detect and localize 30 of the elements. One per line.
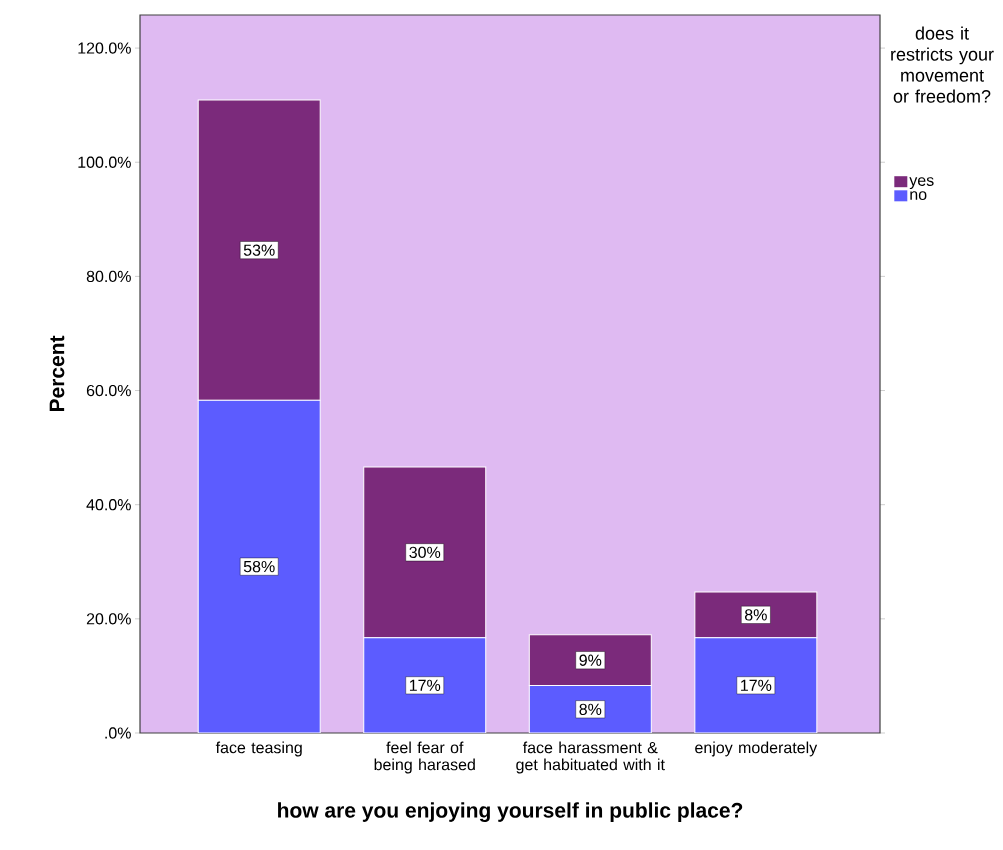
bar	[363, 466, 487, 639]
data-label: 8%	[744, 609, 767, 621]
bar	[363, 637, 487, 733]
data-label: 58%	[243, 560, 275, 573]
x-tick-label: face teasing	[215, 741, 302, 757]
x-tick-label: face harassment & get habituated with it	[516, 741, 665, 774]
bar	[529, 685, 652, 733]
data-label: 9%	[579, 654, 602, 666]
x-tick-label: feel fear of being harased	[374, 741, 475, 774]
bar	[694, 637, 818, 733]
data-label: 8%	[579, 703, 602, 715]
legend-label: yes	[909, 177, 934, 190]
y-axis-title: Percent	[49, 335, 65, 412]
data-label: 17%	[409, 679, 441, 691]
y-tick-label: .0%	[105, 727, 131, 739]
y-tick-label: 120.0%	[78, 42, 131, 54]
bar	[197, 399, 321, 733]
y-tick-label: 40.0%	[86, 499, 131, 511]
y-tick-label: 100.0%	[78, 156, 131, 168]
y-tick-label: 60.0%	[86, 384, 131, 397]
legend-label: no	[910, 191, 927, 201]
x-tick-label: enjoy moderately	[695, 741, 818, 757]
data-label: 53%	[243, 244, 275, 256]
data-label: 17%	[741, 679, 772, 691]
y-tick-label: 80.0%	[86, 270, 131, 283]
x-axis-title: how are you enjoying yourself in public place?	[278, 802, 743, 822]
y-tick-label: 20.0%	[86, 613, 131, 625]
data-label: 30%	[409, 546, 441, 559]
legend-title: does it restricts your movement or freedom?	[891, 26, 994, 103]
bar	[528, 634, 652, 687]
